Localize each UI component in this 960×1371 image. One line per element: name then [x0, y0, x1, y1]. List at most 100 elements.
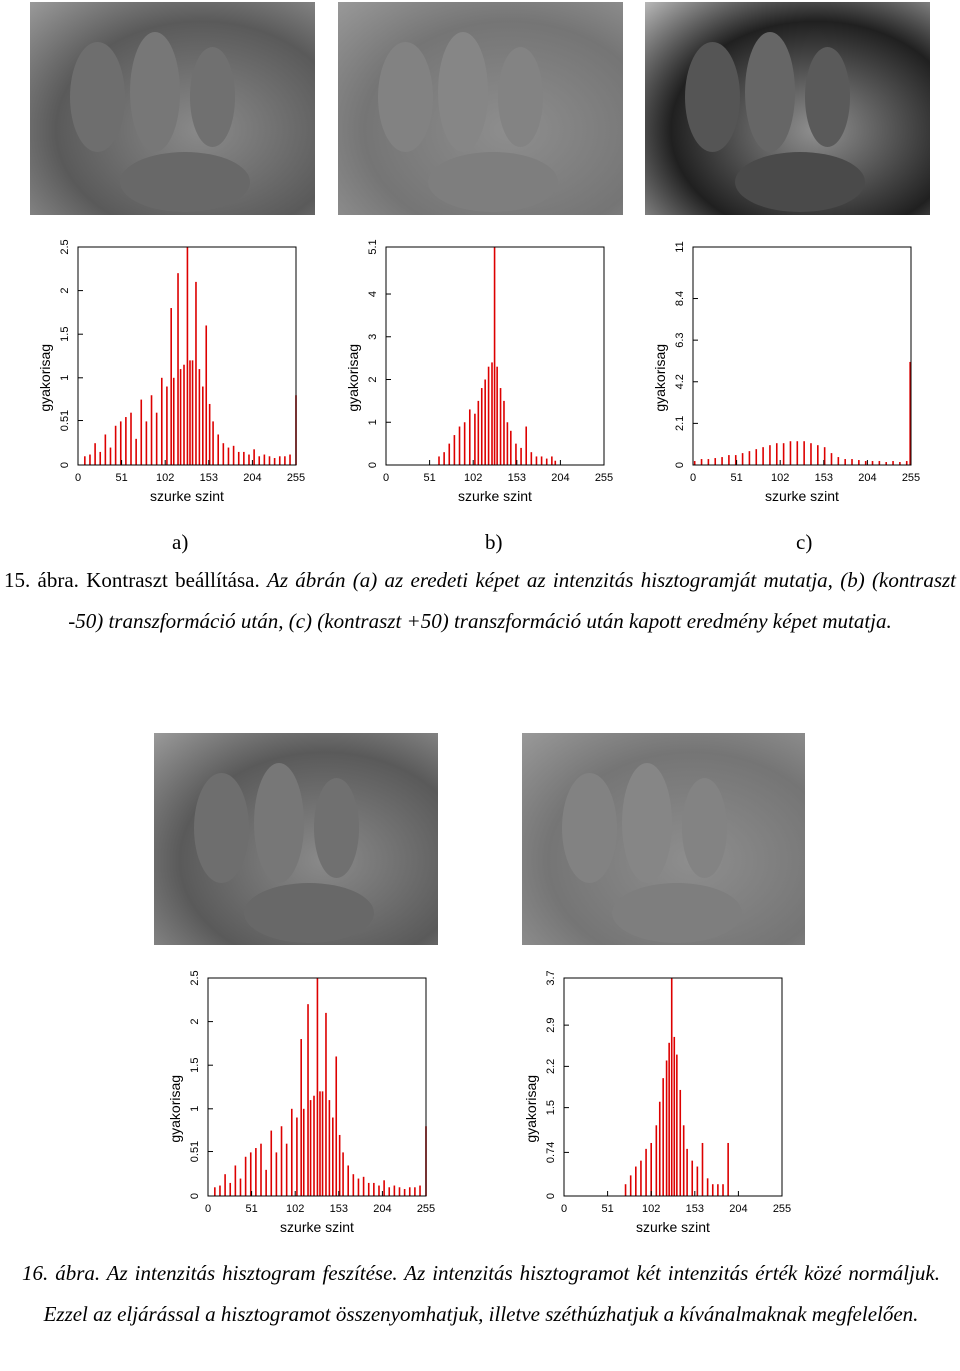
bar [170, 308, 172, 465]
bar [289, 454, 291, 465]
bar [691, 1160, 694, 1196]
y-tick-label: 0 [674, 462, 686, 468]
x-tick-label: 0 [561, 1203, 567, 1215]
photo-original [30, 2, 315, 215]
bar [270, 1130, 273, 1196]
y-tick-label: 2 [59, 288, 71, 294]
bar [419, 1185, 421, 1196]
x-tick-label: 204 [858, 472, 876, 484]
bar [278, 456, 281, 465]
bar [707, 459, 710, 465]
bar [155, 412, 158, 465]
bar [499, 388, 502, 465]
bar [700, 459, 703, 465]
bar [448, 443, 451, 465]
x-tick-label: 102 [642, 1203, 660, 1215]
bar [342, 1152, 344, 1196]
histogram: 0 0.74 1.5 2.2 2.9 3.7 0 51 102 153 204 255 szurke s… [523, 970, 791, 1235]
bar [658, 1101, 661, 1196]
bar [316, 978, 319, 1196]
bar [477, 400, 480, 465]
bar [307, 1004, 309, 1196]
figure-label: 15. ábra. [4, 568, 79, 592]
y-tick-label: 1.5 [545, 1100, 557, 1115]
y-tick-label: 1 [189, 1106, 201, 1112]
bar [145, 421, 148, 465]
y-tick-label: 3 [367, 334, 379, 340]
bar [635, 1166, 637, 1196]
bar [89, 454, 91, 465]
bar [135, 438, 137, 465]
plot-frame [563, 977, 783, 1197]
bar [782, 443, 785, 465]
x-tick-label: 204 [373, 1203, 391, 1215]
bar [679, 1089, 682, 1196]
x-tick-label: 255 [287, 472, 305, 484]
y-axis-label: gyakorisag [523, 1075, 539, 1143]
bar [755, 449, 758, 465]
bar [130, 412, 132, 465]
bar [769, 445, 771, 465]
y-tick-label: 0 [545, 1193, 557, 1199]
bar [734, 455, 737, 465]
x-axis-label: szurke szint [150, 488, 224, 504]
bar [268, 456, 271, 465]
bar [503, 400, 505, 465]
bar [208, 403, 211, 465]
bar [179, 369, 182, 465]
bar [160, 377, 163, 465]
bar [670, 978, 673, 1196]
bar [909, 361, 911, 465]
bar [205, 325, 208, 465]
bar [198, 369, 201, 465]
bar [275, 1152, 278, 1196]
y-tick-label: 1 [367, 419, 379, 425]
bar [99, 451, 102, 465]
y-tick-label: 2.5 [59, 239, 71, 254]
bar [109, 447, 112, 465]
y-axis-label: gyakorisag [345, 344, 361, 412]
bar [701, 1142, 704, 1196]
bar [325, 1012, 327, 1196]
bar [232, 445, 235, 465]
x-tick-label: 153 [330, 1203, 348, 1215]
bar [686, 1148, 688, 1196]
bar [255, 1148, 257, 1196]
bar [487, 366, 490, 465]
x-tick-label: 255 [417, 1203, 435, 1215]
bar [84, 456, 86, 465]
bar [837, 457, 840, 465]
bar [525, 426, 528, 465]
bar [515, 443, 517, 465]
y-tick-label: 2.2 [545, 1059, 557, 1074]
bar [741, 453, 744, 465]
bar [332, 1117, 334, 1196]
photo-contrast-minus [338, 2, 623, 215]
bar [858, 460, 860, 465]
bar [253, 449, 255, 465]
bar [302, 1108, 305, 1196]
y-tick-label: 2.5 [189, 970, 201, 985]
bar [748, 451, 751, 465]
x-tick-label: 102 [464, 472, 482, 484]
x-tick-label: 0 [75, 472, 81, 484]
bar [438, 456, 440, 465]
bar [222, 443, 225, 465]
bar [248, 454, 250, 465]
bar [830, 453, 833, 465]
bar [328, 1100, 331, 1196]
photo-stretched [154, 733, 438, 945]
figure-text: Az ábrán (a) az eredeti képet az intenzi… [68, 568, 957, 633]
bar [408, 1187, 411, 1196]
plot-frame [692, 246, 912, 466]
y-axis-label: gyakorisag [37, 344, 53, 412]
bar [321, 1091, 324, 1196]
y-tick-label: 1.5 [189, 1058, 201, 1073]
bar [285, 1143, 288, 1196]
y-tick-label: 2.9 [545, 1017, 557, 1032]
bar [119, 421, 122, 465]
bar [480, 388, 483, 465]
y-tick-label: 2.1 [674, 416, 686, 431]
figure-title: Kontraszt beállítása. [86, 568, 260, 592]
